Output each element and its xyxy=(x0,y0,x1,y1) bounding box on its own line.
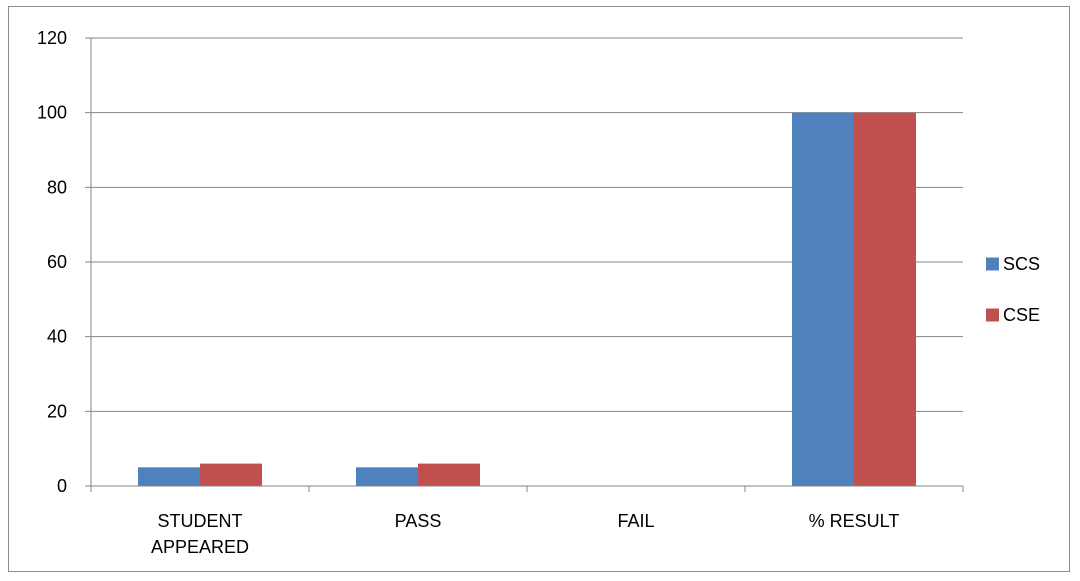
legend-label-scs: SCS xyxy=(1003,254,1040,274)
x-tick-label: STUDENT APPEARED xyxy=(151,511,249,557)
x-tick-label-line: FAIL xyxy=(617,511,654,531)
bar-cse xyxy=(854,112,916,487)
x-tick-label-line: % RESULT xyxy=(809,511,900,531)
legend-swatch-scs xyxy=(986,257,999,271)
legend-label-cse: CSE xyxy=(1003,305,1040,325)
y-tick-label: 20 xyxy=(47,401,67,421)
y-tick-labels: 0 20 40 60 80 100 120 xyxy=(37,28,67,496)
bar-cse xyxy=(200,463,262,486)
x-tick-label: % RESULT xyxy=(809,511,900,531)
x-tick-label: PASS xyxy=(395,511,442,531)
bar-scs xyxy=(356,467,418,486)
x-tick-label-line: STUDENT xyxy=(158,511,243,531)
axes xyxy=(85,37,964,492)
bar-scs xyxy=(792,112,854,487)
bar-cse xyxy=(418,463,480,486)
legend-swatch-cse xyxy=(986,308,999,322)
y-tick-label: 60 xyxy=(47,252,67,272)
x-tick-labels: STUDENT APPEARED PASS FAIL % RESULT xyxy=(151,511,899,557)
x-tick-label-line: APPEARED xyxy=(151,537,249,557)
y-tick-label: 80 xyxy=(47,177,67,197)
x-tick-label: FAIL xyxy=(617,511,654,531)
x-tick-label-line: PASS xyxy=(395,511,442,531)
bars xyxy=(138,112,916,487)
legend: SCS CSE xyxy=(986,254,1040,325)
y-tick-label: 100 xyxy=(37,103,67,123)
y-tick-label: 40 xyxy=(47,327,67,347)
y-tick-label: 0 xyxy=(57,476,67,496)
y-tick-label: 120 xyxy=(37,28,67,48)
bar-scs xyxy=(138,467,200,486)
